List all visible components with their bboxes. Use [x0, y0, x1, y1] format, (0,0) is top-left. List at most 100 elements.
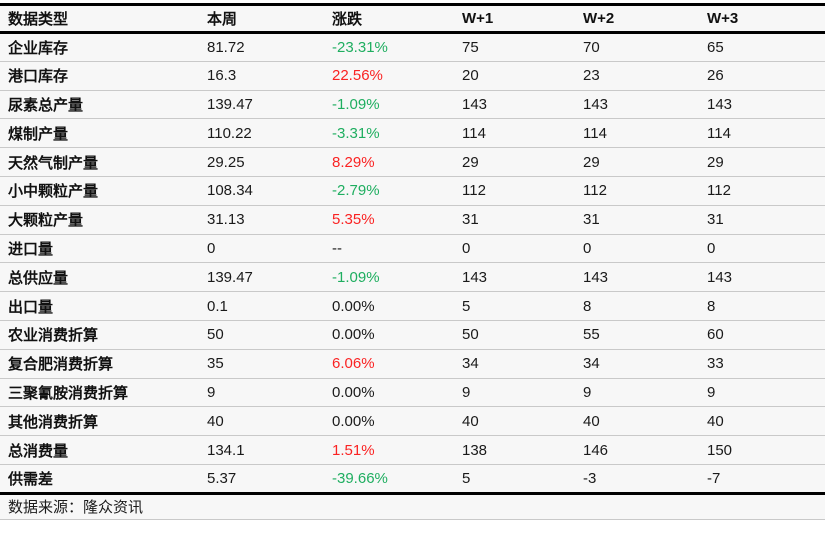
change-value: 22.56%	[332, 61, 462, 91]
row-label: 总供应量	[0, 262, 207, 293]
current-week-value: 40	[207, 406, 332, 437]
change-value: 8.29%	[332, 147, 462, 177]
current-week-value: 139.47	[207, 262, 332, 293]
data-source-note: 数据来源：隆众资讯	[0, 494, 825, 520]
w3-value: 60	[707, 320, 825, 350]
w3-value: 9	[707, 378, 825, 408]
w3-value: 65	[707, 32, 825, 62]
change-value: --	[332, 234, 462, 264]
current-week-value: 139.47	[207, 90, 332, 120]
w2-value: 34	[583, 349, 707, 379]
w1-value: 143	[462, 90, 583, 120]
data-table: 数据类型 本周 涨跌 W+1 W+2 W+3 企业库存 81.72 -23.31…	[0, 3, 825, 495]
w3-value: 143	[707, 262, 825, 293]
row-label: 小中颗粒产量	[0, 176, 207, 206]
row-label: 进口量	[0, 234, 207, 264]
current-week-value: 5.37	[207, 464, 332, 495]
w3-value: 40	[707, 406, 825, 437]
current-week-value: 110.22	[207, 118, 332, 149]
w2-value: 8	[583, 291, 707, 321]
change-value: 6.06%	[332, 349, 462, 379]
w1-value: 75	[462, 32, 583, 62]
w2-value: 112	[583, 176, 707, 206]
current-week-value: 29.25	[207, 147, 332, 177]
change-value: 0.00%	[332, 378, 462, 408]
w3-value: 26	[707, 61, 825, 91]
w2-value: 55	[583, 320, 707, 350]
w1-value: 34	[462, 349, 583, 379]
table-row: 大颗粒产量 31.13 5.35% 31 31 31	[0, 205, 825, 235]
table-row: 复合肥消费折算 35 6.06% 34 34 33	[0, 349, 825, 379]
w3-value: 143	[707, 90, 825, 120]
current-week-value: 108.34	[207, 176, 332, 206]
w3-value: 150	[707, 435, 825, 465]
w1-value: 29	[462, 147, 583, 177]
w3-value: 31	[707, 205, 825, 235]
w2-value: 143	[583, 90, 707, 120]
w2-value: 146	[583, 435, 707, 465]
change-value: 0.00%	[332, 406, 462, 437]
row-label: 出口量	[0, 291, 207, 321]
w1-value: 50	[462, 320, 583, 350]
w3-value: 112	[707, 176, 825, 206]
row-label: 煤制产量	[0, 118, 207, 149]
table-row: 总供应量 139.47 -1.09% 143 143 143	[0, 262, 825, 293]
w3-value: 29	[707, 147, 825, 177]
w1-value: 0	[462, 234, 583, 264]
row-label: 农业消费折算	[0, 320, 207, 350]
table-row: 三聚氰胺消费折算 9 0.00% 9 9 9	[0, 378, 825, 408]
table-row: 天然气制产量 29.25 8.29% 29 29 29	[0, 147, 825, 177]
change-value: -39.66%	[332, 464, 462, 495]
current-week-value: 134.1	[207, 435, 332, 465]
w1-value: 40	[462, 406, 583, 437]
current-week-value: 50	[207, 320, 332, 350]
table-row: 供需差 5.37 -39.66% 5 -3 -7	[0, 464, 825, 495]
w2-value: 31	[583, 205, 707, 235]
w3-value: -7	[707, 464, 825, 495]
current-week-value: 35	[207, 349, 332, 379]
col-header-current-week: 本周	[207, 4, 332, 34]
change-value: -1.09%	[332, 90, 462, 120]
table-row: 其他消费折算 40 0.00% 40 40 40	[0, 406, 825, 437]
w1-value: 31	[462, 205, 583, 235]
w2-value: -3	[583, 464, 707, 495]
w1-value: 5	[462, 464, 583, 495]
change-value: 0.00%	[332, 320, 462, 350]
header-row: 数据类型 本周 涨跌 W+1 W+2 W+3	[0, 4, 825, 34]
table-row: 进口量 0 -- 0 0 0	[0, 234, 825, 264]
row-label: 三聚氰胺消费折算	[0, 378, 207, 408]
change-value: -3.31%	[332, 118, 462, 149]
change-value: -23.31%	[332, 32, 462, 62]
table-row: 小中颗粒产量 108.34 -2.79% 112 112 112	[0, 176, 825, 206]
row-label: 大颗粒产量	[0, 205, 207, 235]
row-label: 企业库存	[0, 32, 207, 62]
col-header-data-type: 数据类型	[0, 4, 207, 34]
w2-value: 9	[583, 378, 707, 408]
w2-value: 114	[583, 118, 707, 149]
w3-value: 0	[707, 234, 825, 264]
table-row: 企业库存 81.72 -23.31% 75 70 65	[0, 32, 825, 62]
w1-value: 9	[462, 378, 583, 408]
w1-value: 20	[462, 61, 583, 91]
w1-value: 143	[462, 262, 583, 293]
current-week-value: 81.72	[207, 32, 332, 62]
col-header-change: 涨跌	[332, 4, 462, 34]
w3-value: 114	[707, 118, 825, 149]
w2-value: 143	[583, 262, 707, 293]
col-header-w2: W+2	[583, 4, 707, 34]
w2-value: 29	[583, 147, 707, 177]
table-row: 港口库存 16.3 22.56% 20 23 26	[0, 61, 825, 91]
w1-value: 5	[462, 291, 583, 321]
current-week-value: 16.3	[207, 61, 332, 91]
table-row: 农业消费折算 50 0.00% 50 55 60	[0, 320, 825, 350]
w2-value: 23	[583, 61, 707, 91]
row-label: 供需差	[0, 464, 207, 495]
change-value: -2.79%	[332, 176, 462, 206]
change-value: 1.51%	[332, 435, 462, 465]
row-label: 复合肥消费折算	[0, 349, 207, 379]
change-value: 5.35%	[332, 205, 462, 235]
w2-value: 70	[583, 32, 707, 62]
current-week-value: 0.1	[207, 291, 332, 321]
row-label: 其他消费折算	[0, 406, 207, 437]
